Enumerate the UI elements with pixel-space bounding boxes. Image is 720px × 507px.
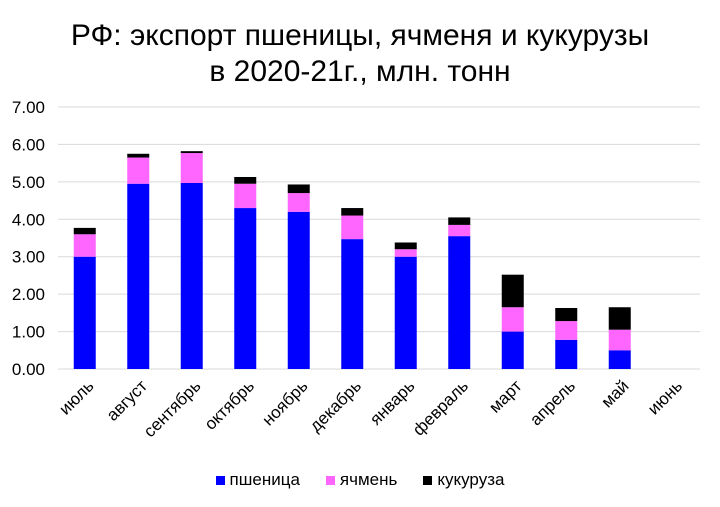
y-axis-ticks: 0.00 1.00 2.00 3.00 4.00 5.00 6.00 7.00 — [12, 98, 45, 379]
legend-swatch — [215, 475, 225, 485]
bar-кукуруза — [608, 307, 631, 330]
y-tick-label: 2.00 — [12, 285, 45, 304]
y-tick-label: 0.00 — [12, 360, 45, 379]
bar-ячмень — [287, 193, 310, 212]
bar-ячмень — [341, 215, 364, 240]
bar-ячмень — [608, 329, 631, 351]
gridlines — [58, 106, 700, 370]
bar-ячмень — [501, 307, 524, 332]
y-tick-label: 7.00 — [12, 98, 45, 117]
x-tick-label: октябрь — [201, 376, 258, 433]
legend-swatch — [423, 475, 433, 485]
y-tick-label: 5.00 — [12, 173, 45, 192]
x-tick-label: июль — [55, 376, 97, 418]
legend-item: ячмень — [325, 470, 398, 490]
x-tick-label: ноябрь — [258, 376, 311, 429]
bar-пшеница — [555, 339, 578, 369]
bar-пшеница — [608, 350, 631, 369]
bar-ячмень — [127, 157, 150, 184]
bar-кукуруза — [341, 208, 364, 216]
legend-item: пшеница — [215, 470, 300, 490]
bar-ячмень — [448, 224, 471, 237]
y-tick-label: 6.00 — [12, 135, 45, 154]
x-tick-label: май — [597, 376, 632, 411]
x-tick-label: август — [103, 376, 151, 424]
x-tick-label: сентябрь — [140, 376, 205, 441]
legend-label: кукуруза — [437, 470, 505, 489]
y-tick-label: 1.00 — [12, 323, 45, 342]
bar-пшеница — [127, 183, 150, 369]
chart-title: РФ: экспорт пшеницы, ячменя и кукурузы в… — [0, 18, 720, 90]
bar-ячмень — [555, 321, 578, 340]
chart-title-line2: в 2020-21г., млн. тонн — [209, 55, 511, 88]
bar-пшеница — [73, 256, 96, 369]
bar-пшеница — [501, 331, 524, 369]
x-tick-label: январь — [366, 376, 419, 429]
bar-ячмень — [394, 249, 417, 257]
x-tick-label: апрель — [526, 376, 579, 429]
bars — [73, 151, 631, 369]
bar-кукуруза — [180, 151, 203, 154]
plot-area: 0.00 1.00 2.00 3.00 4.00 5.00 6.00 7.00 июль авг… — [12, 98, 700, 441]
legend-swatch — [325, 475, 335, 485]
legend: пшеница ячмень кукуруза — [0, 470, 720, 490]
x-tick-label: июнь — [644, 376, 686, 418]
bar-пшеница — [341, 239, 364, 369]
x-tick-label: март — [485, 376, 525, 416]
chart-title-line1: РФ: экспорт пшеницы, ячменя и кукурузы — [70, 19, 650, 52]
legend-label: ячмень — [339, 470, 398, 489]
bar-пшеница — [180, 182, 203, 369]
bar-кукуруза — [287, 184, 310, 194]
bar-ячмень — [234, 183, 257, 209]
bar-кукуруза — [448, 217, 471, 225]
bar-кукуруза — [394, 242, 417, 250]
bar-пшеница — [287, 211, 310, 369]
bar-ячмень — [73, 234, 96, 257]
legend-label: пшеница — [229, 470, 300, 489]
legend-item: кукуруза — [423, 470, 504, 490]
x-tick-label: февраль — [409, 376, 472, 439]
bar-ячмень — [180, 153, 203, 183]
bar-кукуруза — [73, 227, 96, 235]
bar-кукуруза — [555, 307, 578, 322]
x-tick-label: декабрь — [306, 376, 365, 435]
bar-кукуруза — [234, 176, 257, 184]
bar-пшеница — [394, 256, 417, 369]
y-tick-label: 3.00 — [12, 248, 45, 267]
bar-кукуруза — [127, 153, 150, 158]
bar-пшеница — [448, 236, 471, 369]
y-tick-label: 4.00 — [12, 210, 45, 229]
bar-кукуруза — [501, 274, 524, 308]
bar-пшеница — [234, 208, 257, 369]
